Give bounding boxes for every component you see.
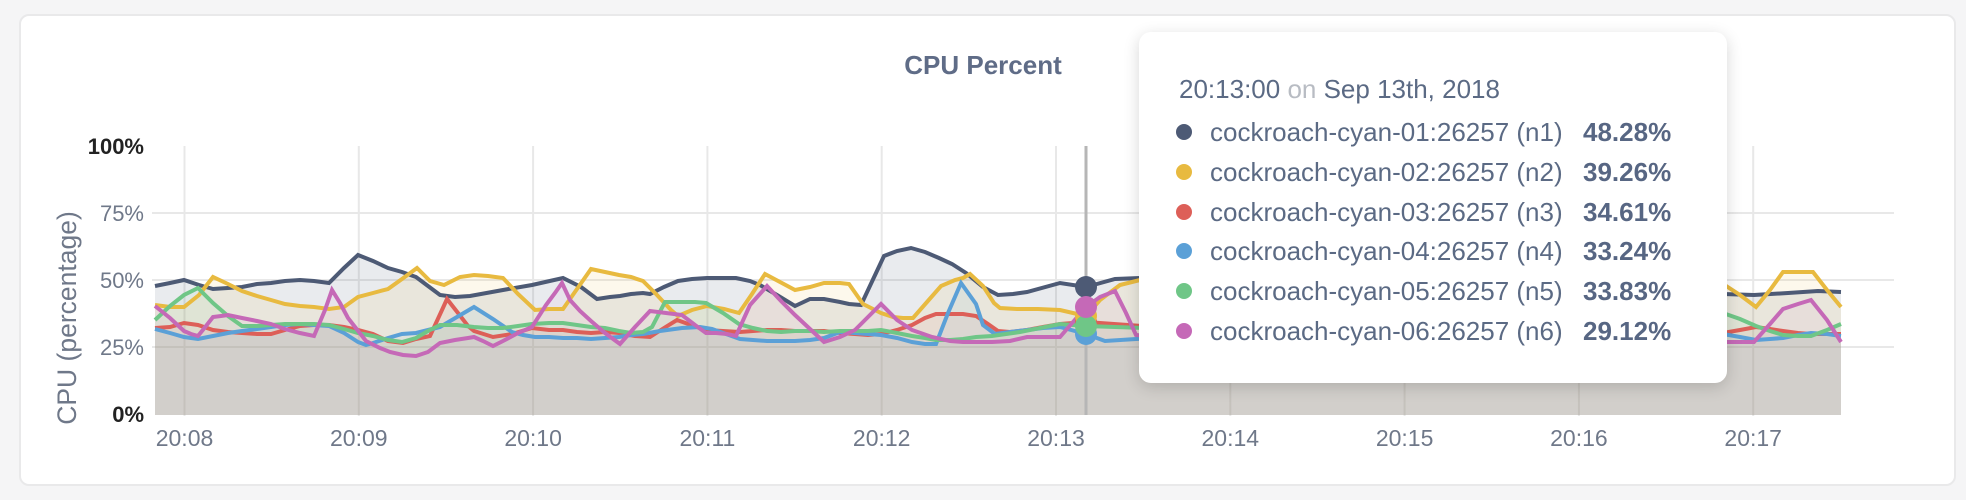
svg-text:CPU (percentage): CPU (percentage) [52,211,82,425]
svg-text:50%: 50% [100,268,144,293]
svg-text:75%: 75% [100,201,144,226]
svg-text:100%: 100% [88,134,144,159]
svg-text:0%: 0% [112,402,144,427]
svg-text:20:16: 20:16 [1550,425,1608,451]
svg-text:20:13: 20:13 [1027,425,1085,451]
svg-text:20:08: 20:08 [156,425,214,451]
svg-text:20:09: 20:09 [330,425,388,451]
svg-text:20:12: 20:12 [853,425,911,451]
svg-text:20:15: 20:15 [1376,425,1434,451]
svg-text:25%: 25% [100,335,144,360]
svg-text:20:14: 20:14 [1202,425,1260,451]
svg-text:20:17: 20:17 [1724,425,1782,451]
svg-text:20:11: 20:11 [679,425,735,451]
svg-text:20:10: 20:10 [504,425,562,451]
